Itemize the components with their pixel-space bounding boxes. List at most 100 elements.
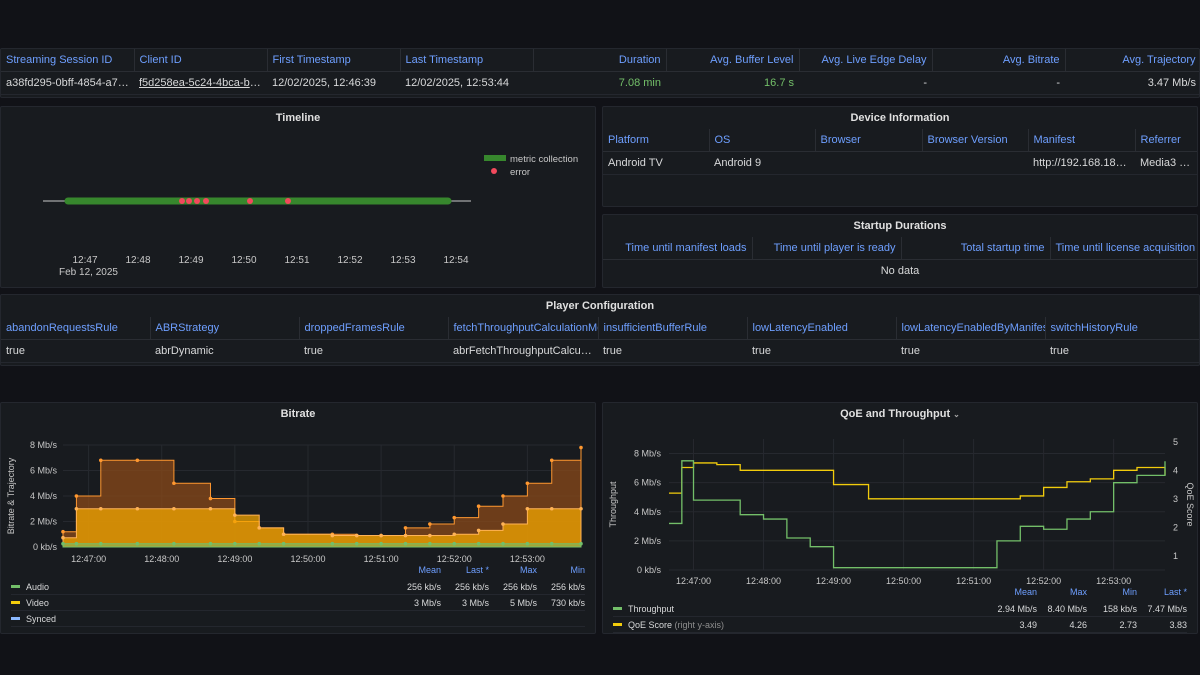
device-data-row[interactable]: Android TV Android 9 http://192.168.188...… <box>603 151 1197 175</box>
table-cell: a38fd295-0bff-4854-a78b... <box>1 71 134 95</box>
column-header[interactable]: Referrer <box>1135 129 1197 152</box>
legend-value: 730 kb/s <box>550 597 585 608</box>
column-header[interactable]: Avg. Trajectory <box>1065 49 1199 72</box>
legend-value: 256 kb/s <box>550 581 585 592</box>
legend-stat-header[interactable]: Min <box>570 565 585 575</box>
x-tick-label: 12:48:00 <box>746 576 781 586</box>
legend-value: 8.40 Mb/s <box>1047 603 1087 614</box>
audio-series-point <box>525 541 530 546</box>
audio-series-point <box>61 541 65 546</box>
legend-value: 4.26 <box>1069 619 1087 630</box>
column-header[interactable]: abandonRequestsRule <box>1 317 151 340</box>
y-right-tick-label: 3 <box>1173 494 1178 504</box>
legend-item-throughput[interactable]: Throughput 2.94 Mb/s 8.40 Mb/s 158 kb/s 7.4… <box>613 601 1187 617</box>
column-header[interactable]: fetchThroughputCalculationMode <box>448 317 599 340</box>
trajectory-series-point <box>452 515 457 520</box>
error-marker <box>247 198 253 204</box>
error-marker <box>285 198 291 204</box>
audio-series-point <box>428 541 432 546</box>
table-cell: 3.47 Mb/s <box>1065 71 1199 95</box>
column-header[interactable]: OS <box>709 129 816 152</box>
legend-swatch <box>613 623 622 626</box>
panel-title[interactable]: QoE and Throughput ⌄ <box>603 403 1197 425</box>
legend-stat-header[interactable]: Last * <box>465 565 489 575</box>
no-data-message: No data <box>880 264 920 277</box>
column-header[interactable]: Streaming Session ID <box>1 49 135 72</box>
column-header[interactable]: Avg. Buffer Level <box>666 49 800 72</box>
column-header[interactable]: Browser <box>815 129 923 152</box>
legend-swatch <box>613 607 622 610</box>
column-header[interactable]: Client ID <box>134 49 268 72</box>
column-header[interactable]: droppedFramesRule <box>299 317 449 340</box>
legend-stat-header[interactable]: Max <box>519 565 537 575</box>
legend-stat-header[interactable]: Mean <box>418 565 441 575</box>
error-marker <box>186 198 192 204</box>
column-header[interactable]: Last Timestamp <box>400 49 534 72</box>
column-header[interactable]: Time until manifest loads <box>603 237 753 260</box>
trajectory-series-point <box>549 458 554 463</box>
audio-series-point <box>330 541 335 546</box>
bitrate-chart[interactable]: 0 kb/s 2 Mb/s 4 Mb/s 6 Mb/s 8 Mb/s 12:47:00 12… <box>1 427 595 572</box>
legend-label: Audio <box>26 581 50 592</box>
audio-series-point <box>281 541 286 546</box>
x-tick-label: 12:53:00 <box>510 554 545 564</box>
legend-stat-header[interactable]: Min <box>1122 587 1137 597</box>
x-tick-label: 12:52:00 <box>437 554 472 564</box>
column-header[interactable]: lowLatencyEnabled <box>747 317 897 340</box>
column-header[interactable]: lowLatencyEnabledByManifest <box>896 317 1046 340</box>
timeline-chart[interactable]: 12:47 12:48 12:49 12:50 12:51 12:52 12:53 12:54… <box>1 129 595 287</box>
audio-series-point <box>501 541 505 546</box>
audio-series-point <box>74 541 79 546</box>
column-header[interactable]: Time until player is ready <box>752 237 902 260</box>
legend-item-video[interactable]: Video 3 Mb/s 3 Mb/s 5 Mb/s 730 kb/s <box>11 595 585 611</box>
throughput-series <box>669 460 1166 569</box>
audio-series-point <box>452 541 457 546</box>
column-header[interactable]: ABRStrategy <box>150 317 300 340</box>
legend-label: Video <box>26 597 49 608</box>
column-header[interactable]: Total startup time <box>901 237 1051 260</box>
column-header[interactable]: insufficientBufferRule <box>598 317 748 340</box>
legend-value: 256 kb/s <box>502 581 537 592</box>
session-data-row[interactable]: a38fd295-0bff-4854-a78b... f5d258ea-5c24-… <box>1 71 1199 95</box>
x-tick-label: 12:52:00 <box>1026 576 1061 586</box>
time-tick-label: 12:49 <box>178 255 203 266</box>
video-series-point <box>233 513 237 517</box>
y-tick-label: 4 Mb/s <box>30 491 58 501</box>
qoe-chart[interactable]: 0 kb/s 2 Mb/s 4 Mb/s 6 Mb/s 8 Mb/s 1 2 3 4 5 12:47… <box>603 427 1197 592</box>
column-header[interactable]: Avg. Bitrate <box>932 49 1066 72</box>
legend-label: QoE Score (right y-axis) <box>628 619 725 630</box>
session-header-row: Streaming Session ID Client ID First Times… <box>1 49 1199 72</box>
legend-stat-header[interactable]: Mean <box>1014 587 1037 597</box>
legend-item-audio[interactable]: Audio 256 kb/s 256 kb/s 256 kb/s 256 kb/s <box>11 579 585 595</box>
trajectory-series-point <box>428 522 432 526</box>
audio-series-point <box>354 541 359 546</box>
legend-stat-header[interactable]: Max <box>1069 587 1087 597</box>
column-header[interactable]: Platform <box>603 129 710 152</box>
column-header[interactable]: switchHistoryRule <box>1045 317 1199 340</box>
column-header[interactable]: Time until license acquisition <box>1050 237 1197 260</box>
column-header[interactable]: Browser Version <box>922 129 1029 152</box>
column-header[interactable]: Duration <box>533 49 667 72</box>
table-cell[interactable]: f5d258ea-5c24-4bca-bd8... <box>134 71 267 95</box>
time-tick-label: 12:53 <box>390 255 415 266</box>
legend-item-qoe-score[interactable]: QoE Score (right y-axis) 3.49 4.26 2.73 3.83 <box>613 617 1187 633</box>
table-cell: true <box>1045 339 1199 363</box>
x-tick-label: 12:50:00 <box>290 554 325 564</box>
config-data-row[interactable]: true abrDynamic true abrFetchThroughputCalc… <box>1 339 1199 363</box>
legend-item-synced[interactable]: Synced <box>11 611 585 627</box>
chevron-down-icon[interactable]: ⌄ <box>953 410 960 419</box>
column-header[interactable]: Manifest <box>1028 129 1136 152</box>
column-header[interactable]: Avg. Live Edge Delay <box>799 49 933 72</box>
table-cell: 16.7 s <box>666 71 799 95</box>
video-series-point <box>501 522 505 526</box>
table-cell: 12/02/2025, 12:46:39 <box>267 71 400 95</box>
table-cell: Media3 Demo <box>1135 151 1197 175</box>
panel-title: Player Configuration <box>545 300 655 312</box>
column-header[interactable]: First Timestamp <box>267 49 401 72</box>
y-tick-label: 8 Mb/s <box>30 440 58 450</box>
y-tick-label: 4 Mb/s <box>634 507 662 517</box>
legend-stat-header[interactable]: Last * <box>1163 587 1187 597</box>
device-header-row: Platform OS Browser Browser Version Manifest… <box>603 129 1197 152</box>
video-series-point <box>135 506 140 511</box>
table-cell: 7.08 min <box>533 71 666 95</box>
